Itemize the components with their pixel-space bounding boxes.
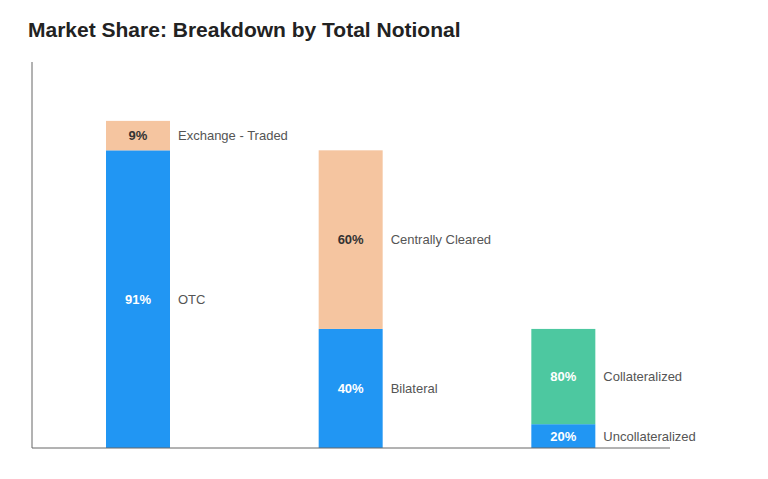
svg-text:60%: 60% — [338, 232, 364, 247]
svg-text:40%: 40% — [338, 381, 364, 396]
svg-text:Uncollateralized: Uncollateralized — [603, 429, 696, 444]
svg-text:Collateralized: Collateralized — [603, 369, 682, 384]
svg-text:OTC: OTC — [178, 292, 205, 307]
svg-text:Centrally Cleared: Centrally Cleared — [391, 232, 491, 247]
html-text:Market Share: Breakdown by Tot: Market Share: Breakdown by Total Notiona… — [28, 18, 461, 41]
svg-text:9%: 9% — [129, 128, 148, 143]
svg-text:20%: 20% — [550, 429, 576, 444]
svg-text:91%: 91% — [125, 292, 151, 307]
svg-text:Bilateral: Bilateral — [391, 381, 438, 396]
svg-text:Exchange - Traded: Exchange - Traded — [178, 128, 288, 143]
svg-text:80%: 80% — [550, 369, 576, 384]
